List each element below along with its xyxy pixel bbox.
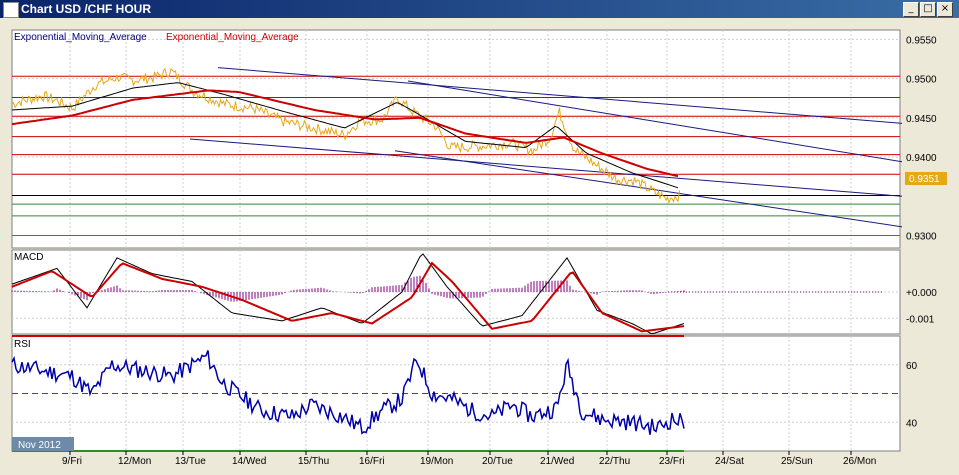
rsi-line (11, 350, 685, 435)
price-tick-label: 0.9450 (906, 114, 937, 125)
current-price-tag (905, 172, 947, 185)
rsi-tick-label: 40 (906, 418, 918, 429)
trend-line (394, 150, 903, 228)
macd-label: MACD (14, 252, 43, 263)
minimize-button[interactable]: _ (903, 2, 919, 17)
chart-area: 0.9550 0.9500 0.9450 0.9400 0.9300 +0.000 -0.0… (10, 28, 955, 472)
rsi-tick-label: 60 (906, 361, 918, 372)
y-axis-labels: 0.9550 0.9500 0.9450 0.9400 0.9300 +0.000 -0.0… (906, 35, 937, 429)
rsi-series (11, 335, 900, 452)
window-title: Chart USD /CHF HOUR (21, 2, 152, 16)
x-tick-label: 19/Mon (420, 456, 453, 467)
x-tick-label: 16/Fri (359, 456, 385, 467)
price-tick-label: 0.9500 (906, 75, 937, 86)
trend-line (189, 138, 903, 197)
price-panel (11, 29, 901, 249)
x-tick-label: 14/Wed (232, 456, 266, 467)
ema-fast-line (11, 82, 679, 189)
x-tick-label: 26/Mon (843, 456, 876, 467)
price-tick-label: 0.9400 (906, 153, 937, 164)
x-tick-label: 9/Fri (62, 456, 82, 467)
trend-line (217, 67, 903, 124)
price-series (11, 67, 680, 205)
x-tick-label: 20/Tue (482, 456, 513, 467)
ema-slow-line (11, 89, 679, 178)
legend-ema-1: Exponential_Moving_Average (14, 32, 147, 43)
x-tick-label: 24/Sat (715, 456, 744, 467)
x-tick-label: 22/Thu (599, 456, 630, 467)
period-label-box (12, 437, 74, 451)
close-button[interactable]: × (937, 2, 953, 17)
x-tick-label: 25/Sun (781, 456, 813, 467)
rsi-label: RSI (14, 339, 31, 350)
period-label: Nov 2012 (18, 440, 61, 451)
x-tick-label: 21/Wed (540, 456, 574, 467)
x-tick-label: 23/Fri (659, 456, 685, 467)
title-bar[interactable]: Chart USD /CHF HOUR _ □ × (0, 0, 959, 18)
price-tick-label: 0.9550 (906, 35, 937, 46)
macd-series (11, 253, 882, 335)
price-tick-label: 0.9300 (906, 231, 937, 242)
current-price-value: 0.9351 (909, 174, 940, 185)
legend-ema-2: Exponential_Moving_Average (166, 32, 299, 43)
x-tick-label: 15/Thu (298, 456, 329, 467)
x-axis-labels: 9/Fri 12/Mon 13/Tue 14/Wed 15/Thu 16/Fri 19/Mo… (62, 451, 876, 467)
chart-app-icon (3, 2, 19, 18)
maximize-button[interactable]: □ (920, 2, 936, 17)
macd-tick-label: -0.001 (906, 314, 935, 325)
x-tick-label: 13/Tue (175, 456, 206, 467)
trend-line (407, 80, 903, 163)
macd-signal-line (11, 261, 685, 333)
x-tick-label: 12/Mon (118, 456, 151, 467)
trend-lines (189, 67, 903, 228)
macd-tick-label: +0.000 (906, 288, 937, 299)
